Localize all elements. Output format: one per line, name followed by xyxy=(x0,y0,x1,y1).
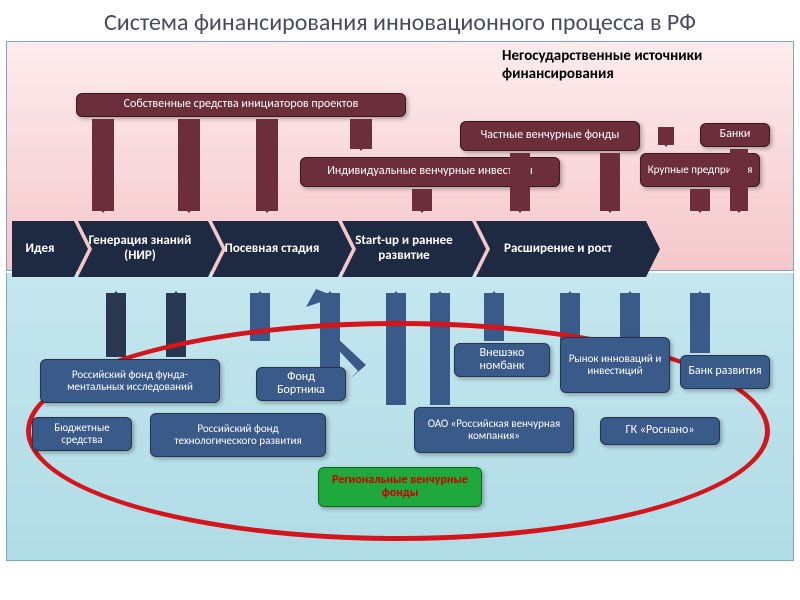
box-rvc: ОАО «Российская венчурная компания» xyxy=(414,407,574,453)
box-banks: Банки xyxy=(700,123,770,147)
stage-idea: Идея xyxy=(12,221,74,277)
box-budget: Бюджетные средства xyxy=(32,417,132,451)
arrow-down-3 xyxy=(256,119,278,211)
stage-research: Генерация знаний (НИР) xyxy=(78,221,208,277)
box-rusnano: ГК «Роснано» xyxy=(600,417,720,445)
arrow-down-6 xyxy=(510,153,530,211)
arrow-up-1 xyxy=(106,293,126,357)
box-rftr: Российский фонд технологического развити… xyxy=(150,413,326,457)
stage-row: Идея Генерация знаний (НИР) Посевная ста… xyxy=(12,221,646,277)
stage-seed: Посевная стадия xyxy=(212,221,338,277)
arrow-down-10 xyxy=(658,127,674,145)
box-devbank: Банк развития xyxy=(680,355,770,389)
arrow-down-7 xyxy=(600,153,620,211)
page-title: Система финансирования инновационного пр… xyxy=(0,0,800,41)
stage-startup: Start-up и раннее развитие xyxy=(342,221,472,277)
box-regional: Региональные венчурные фонды xyxy=(318,467,482,507)
box-rii: Рынок инноваций и инвестиций xyxy=(560,337,670,393)
diagram-canvas: Негосударственные источники финансирован… xyxy=(0,41,800,561)
arrow-down-4a xyxy=(350,119,372,149)
box-veb: Внешэко номбанк xyxy=(454,343,550,377)
arrow-down-2 xyxy=(178,119,200,211)
box-venture-funds: Частные венчурные фонды xyxy=(460,121,640,151)
arrow-up-10 xyxy=(690,293,710,353)
box-bortnik: Фонд Бортника xyxy=(256,367,346,401)
label-private: Негосударственные источники финансирован… xyxy=(502,47,782,83)
arrow-down-8 xyxy=(690,189,710,211)
box-own-funds: Собственные средства инициаторов проекто… xyxy=(76,93,406,117)
arrow-down-1 xyxy=(92,119,114,211)
arrow-down-5 xyxy=(412,189,432,211)
arrow-down-9 xyxy=(730,149,748,211)
stage-growth: Расширение и рост xyxy=(476,221,646,277)
box-rfbr: Российский фонд фунда-ментальных исследо… xyxy=(40,359,220,403)
